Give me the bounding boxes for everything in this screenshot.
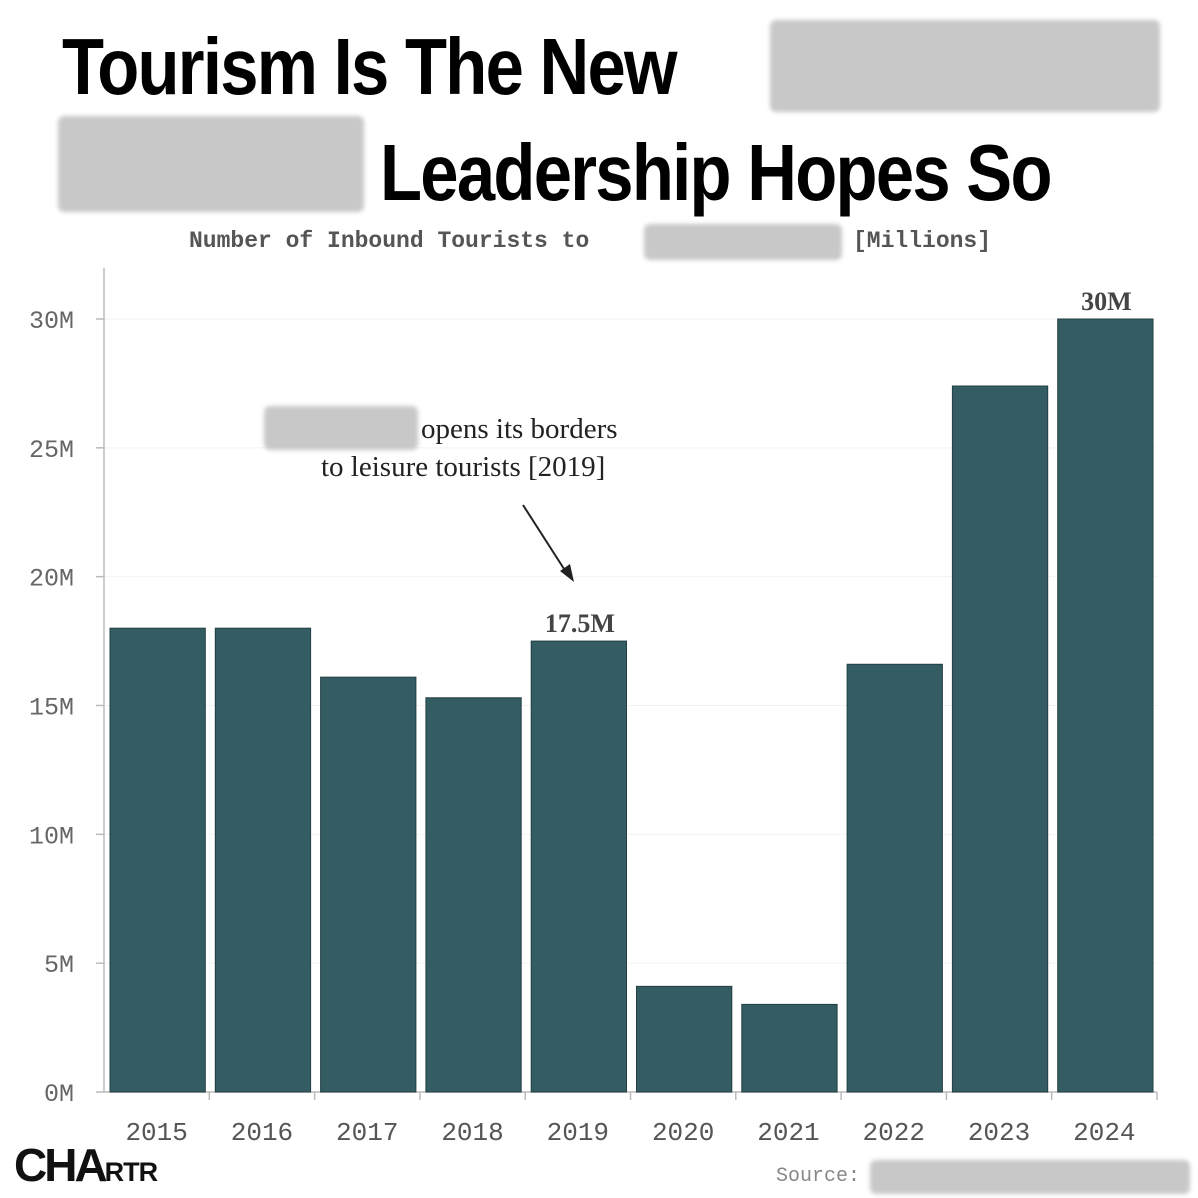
chart-subtitle-suffix: [Millions] — [853, 228, 992, 254]
bar-2024 — [1057, 318, 1154, 1093]
annotation-redaction — [264, 406, 418, 450]
x-tick-label: 2021 — [757, 1118, 819, 1148]
x-tick-label: 2020 — [652, 1118, 714, 1148]
bar-2023 — [951, 385, 1049, 1093]
annotation-line-1: opens its borders — [421, 413, 618, 445]
bar-2017 — [320, 676, 417, 1093]
x-tick-label: 2017 — [336, 1118, 398, 1148]
logo-text-big: CHA — [14, 1139, 108, 1191]
y-tick-label: 5M — [44, 951, 74, 980]
y-tick-label: 15M — [29, 694, 74, 723]
y-tick-label: 30M — [29, 307, 74, 336]
x-tick-label: 2018 — [441, 1118, 503, 1148]
data-label-2024: 30M — [1081, 287, 1132, 316]
chartr-logo: CHARTR — [14, 1139, 158, 1197]
x-tick-label: 2019 — [547, 1118, 609, 1148]
x-tick-label: 2016 — [231, 1118, 293, 1148]
subtitle-redaction — [644, 224, 842, 260]
x-tick-label: 2023 — [968, 1118, 1030, 1148]
chart-title-line-1: Tourism Is The New — [62, 22, 678, 111]
bar-2022 — [846, 663, 943, 1093]
chart-title-line-2: Leadership Hopes So — [380, 128, 1052, 217]
bar-2021 — [741, 1003, 838, 1093]
bar-2018 — [425, 697, 522, 1093]
bar-2015 — [109, 627, 206, 1093]
annotation-arrow-head — [560, 564, 574, 582]
logo-text-small: RTR — [104, 1157, 158, 1187]
chart-subtitle-prefix: Number of Inbound Tourists to — [189, 228, 590, 254]
y-tick-label: 0M — [44, 1080, 74, 1109]
title-redaction-2 — [58, 116, 364, 212]
x-tick-label: 2022 — [863, 1118, 925, 1148]
annotation-arrow-line — [522, 504, 567, 573]
bar-2016 — [214, 627, 312, 1093]
annotation-line-2: to leisure tourists [2019] — [321, 451, 606, 483]
bar-2020 — [636, 985, 733, 1093]
source-label: Source: — [776, 1165, 861, 1188]
x-tick-label: 2024 — [1073, 1118, 1135, 1148]
data-label-2019: 17.5M — [545, 609, 615, 638]
y-tick-label: 20M — [29, 565, 74, 594]
y-tick-label: 25M — [29, 436, 74, 465]
y-tick-label: 10M — [29, 822, 74, 851]
bar-2019 — [530, 640, 628, 1093]
source-redaction — [870, 1160, 1190, 1194]
x-tick-label: 2015 — [125, 1118, 187, 1148]
title-redaction-1 — [770, 20, 1160, 112]
